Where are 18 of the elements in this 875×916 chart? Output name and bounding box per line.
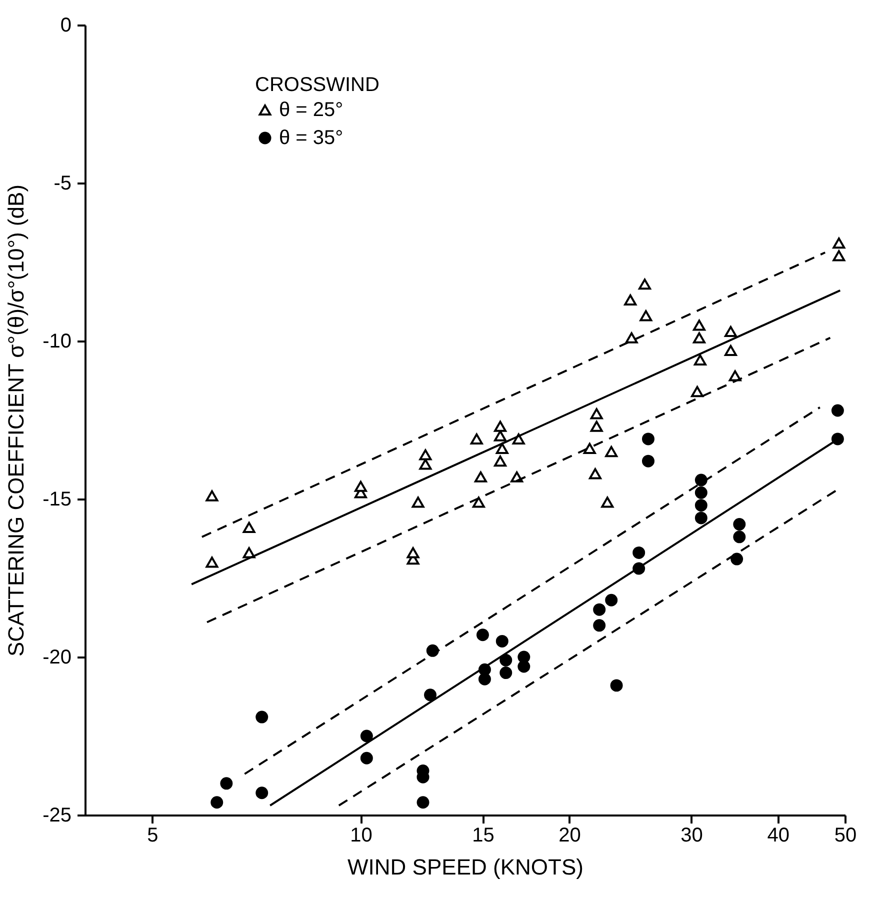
x-tick-label: 40: [767, 824, 790, 846]
x-tick-label: 50: [834, 824, 857, 846]
legend-label: θ = 35°: [279, 127, 344, 149]
y-tick-label: -5: [54, 172, 72, 194]
y-axis-title: SCATTERING COEFFICIENT σ°(θ)/σ°(10°) (dB): [4, 184, 29, 656]
x-tick-label: 15: [472, 824, 494, 846]
y-tick-label: -10: [42, 330, 72, 352]
legend-title: CROSSWIND: [255, 74, 380, 96]
x-tick-label: 30: [680, 824, 703, 846]
x-tick-label: 20: [558, 824, 581, 846]
y-tick-label: 0: [60, 14, 72, 36]
y-tick-label: -15: [42, 488, 72, 510]
x-tick-label: 10: [350, 824, 372, 846]
legend-label: θ = 25°: [279, 99, 344, 121]
x-axis-title: WIND SPEED (KNOTS): [348, 854, 584, 880]
y-tick-label: -20: [42, 646, 72, 668]
y-tick-label: -25: [42, 804, 72, 826]
x-tick-label: 5: [147, 824, 158, 846]
